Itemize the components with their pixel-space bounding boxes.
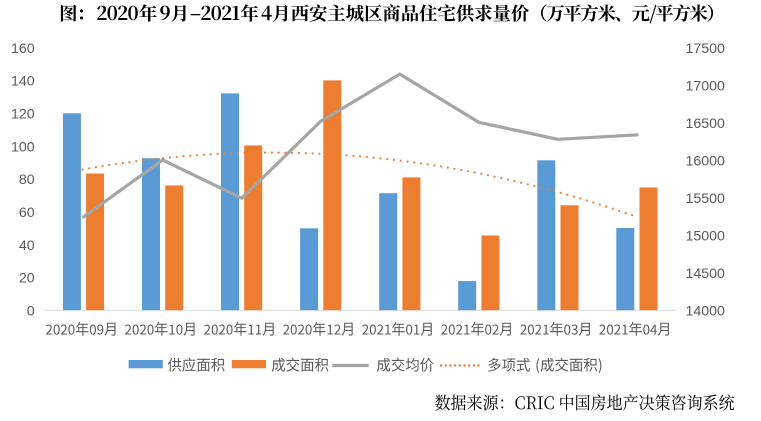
svg-text:100: 100: [11, 139, 35, 155]
svg-text:20: 20: [19, 271, 35, 287]
svg-text:120: 120: [11, 107, 35, 123]
svg-text:160: 160: [11, 41, 35, 57]
svg-text:60: 60: [19, 205, 35, 221]
svg-text:14000: 14000: [686, 303, 726, 319]
svg-text:0: 0: [27, 303, 35, 319]
svg-text:80: 80: [19, 172, 35, 188]
svg-text:16000: 16000: [686, 154, 726, 170]
svg-text:15500: 15500: [686, 191, 726, 207]
svg-text:14500: 14500: [686, 266, 726, 282]
svg-text:17500: 17500: [686, 41, 726, 57]
svg-text:140: 140: [11, 74, 35, 90]
svg-text:16500: 16500: [686, 116, 726, 132]
svg-text:17000: 17000: [686, 79, 726, 95]
svg-text:15000: 15000: [686, 229, 726, 245]
svg-text:40: 40: [19, 238, 35, 254]
